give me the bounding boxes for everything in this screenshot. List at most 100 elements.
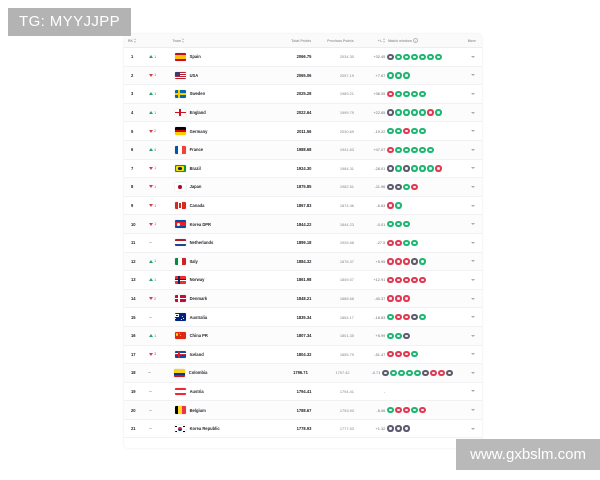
cell-team[interactable]: Austria: [173, 387, 267, 396]
result-dot-win[interactable]: [411, 127, 418, 135]
result-dot-win[interactable]: [403, 183, 410, 191]
table-row[interactable]: 10 1 Korea DPR 1844.22 1844.23 -0.01: [124, 215, 482, 234]
table-row[interactable]: 3 1 Sweden 2025.28 1989.21 +36.05: [124, 85, 482, 104]
expand-row-button[interactable]: [452, 92, 478, 95]
result-dot-loss[interactable]: [411, 276, 418, 284]
result-dot-win[interactable]: [395, 90, 402, 98]
result-dot-draw[interactable]: [446, 369, 453, 377]
result-dot-win[interactable]: [435, 109, 442, 116]
result-dot-win[interactable]: [387, 220, 394, 228]
result-dot-loss[interactable]: [403, 295, 410, 302]
result-dot-loss[interactable]: [387, 202, 394, 209]
result-dot-loss[interactable]: [387, 239, 394, 246]
result-dot-win[interactable]: [411, 90, 418, 98]
table-row[interactable]: 12 1 Italy 1884.32 1876.37 +5.95: [124, 252, 482, 272]
result-dot-win[interactable]: [427, 165, 434, 172]
expand-row-button[interactable]: [452, 297, 478, 300]
expand-row-button[interactable]: [452, 334, 478, 337]
result-dot-win[interactable]: [411, 109, 418, 116]
result-dot-win[interactable]: [403, 220, 410, 228]
cell-team[interactable]: USA: [173, 71, 267, 80]
result-dot-win[interactable]: [395, 72, 402, 79]
cell-team[interactable]: Germany: [173, 127, 267, 135]
result-dot-win[interactable]: [411, 406, 418, 414]
result-dot-loss[interactable]: [387, 146, 394, 153]
result-dot-draw[interactable]: [403, 165, 410, 172]
table-row[interactable]: 14 2 Denmark 1848.21 1888.68 -40.37: [124, 289, 482, 309]
info-icon[interactable]: i: [412, 38, 418, 43]
result-dot-win[interactable]: [395, 220, 402, 228]
table-row[interactable]: 7 1 Brazil 1924.30 1984.31 -28.01: [124, 159, 482, 179]
result-dot-win[interactable]: [387, 406, 394, 414]
header-plus-minus[interactable]: +/-: [354, 38, 386, 43]
result-dot-loss[interactable]: [395, 351, 402, 358]
result-dot-win[interactable]: [427, 146, 434, 153]
cell-team[interactable]: Iceland: [173, 350, 267, 359]
result-dot-draw[interactable]: [403, 425, 410, 432]
header-previous-points[interactable]: Previous Points: [311, 39, 354, 43]
result-dot-win[interactable]: [395, 127, 402, 135]
expand-row-button[interactable]: [452, 148, 478, 151]
result-dot-win[interactable]: [387, 127, 394, 135]
result-dot-draw[interactable]: [387, 183, 394, 191]
result-dot-win[interactable]: [419, 146, 426, 153]
result-dot-draw[interactable]: [411, 258, 418, 265]
expand-row-button[interactable]: [452, 185, 478, 188]
expand-row-button[interactable]: [452, 223, 478, 226]
result-dot-win[interactable]: [411, 165, 418, 172]
result-dot-draw[interactable]: [387, 165, 394, 172]
result-dot-loss[interactable]: [419, 406, 426, 414]
expand-row-button[interactable]: [452, 409, 478, 412]
result-dot-loss[interactable]: [387, 276, 394, 284]
table-row[interactable]: 11 Netherlands 1899.18 1926.68 -27.5: [124, 233, 482, 253]
result-dot-loss[interactable]: [395, 258, 402, 265]
cell-team[interactable]: Belgium: [173, 406, 267, 414]
cell-team[interactable]: Korea Republic: [173, 424, 267, 433]
cell-team[interactable]: England: [173, 108, 267, 117]
result-dot-loss[interactable]: [395, 239, 402, 246]
expand-row-button[interactable]: [452, 316, 478, 319]
sort-icon[interactable]: [182, 38, 185, 43]
result-dot-win[interactable]: [427, 53, 434, 60]
result-dot-win[interactable]: [411, 239, 418, 246]
result-dot-loss[interactable]: [403, 406, 410, 414]
expand-row-button[interactable]: [452, 204, 478, 207]
table-row[interactable]: 21 Korea Republic 1778.93 1777.53 +1.32: [124, 419, 482, 439]
cell-team[interactable]: Australia: [173, 313, 267, 321]
table-row[interactable]: 8 1 Japan 1875.85 1982.51 -11.96: [124, 178, 482, 197]
expand-row-button[interactable]: [452, 111, 478, 114]
table-row[interactable]: 9 1 Canada 1867.83 1874.46 -6.63: [124, 196, 482, 216]
table-row[interactable]: 13 1 Norway 1861.98 1849.07 +12.91: [124, 271, 482, 290]
result-dot-win[interactable]: [395, 165, 402, 172]
table-row[interactable]: 5 2 Germany 2011.56 2030.69 -19.22: [124, 122, 482, 141]
result-dot-win[interactable]: [403, 239, 410, 246]
sort-icon[interactable]: [383, 38, 386, 43]
cell-team[interactable]: Italy: [173, 257, 267, 266]
result-dot-loss[interactable]: [438, 369, 445, 377]
expand-row-button[interactable]: [452, 260, 478, 263]
table-row[interactable]: 6 4 France 1988.68 1941.63 +47.07: [124, 140, 482, 160]
expand-row-button[interactable]: [452, 353, 478, 356]
table-row[interactable]: 15 Australia 1835.34 1854.17 -18.83: [124, 308, 482, 327]
result-dot-draw[interactable]: [395, 183, 402, 191]
result-dot-win[interactable]: [419, 258, 426, 265]
result-dot-loss[interactable]: [411, 183, 418, 191]
result-dot-loss[interactable]: [419, 276, 426, 284]
cell-team[interactable]: Sweden: [173, 90, 267, 98]
cell-team[interactable]: Denmark: [173, 294, 267, 303]
cell-team[interactable]: Korea DPR: [173, 220, 267, 228]
cell-team[interactable]: China PR: [173, 331, 267, 340]
result-dot-win[interactable]: [395, 53, 402, 60]
result-dot-draw[interactable]: [387, 53, 394, 60]
result-dot-win[interactable]: [419, 53, 426, 60]
expand-row-button[interactable]: [452, 371, 478, 374]
expand-row-button[interactable]: [452, 278, 478, 281]
result-dot-win[interactable]: [390, 369, 397, 377]
result-dot-win[interactable]: [403, 109, 410, 116]
result-dot-draw[interactable]: [395, 425, 402, 432]
result-dot-win[interactable]: [419, 165, 426, 172]
result-dot-win[interactable]: [395, 202, 402, 209]
result-dot-win[interactable]: [403, 72, 410, 79]
table-row[interactable]: 19 Austria 1794.41 1794.41 -: [124, 382, 482, 402]
table-row[interactable]: 1 1 Spain 2066.75 2034.30 +32.45: [124, 48, 482, 67]
